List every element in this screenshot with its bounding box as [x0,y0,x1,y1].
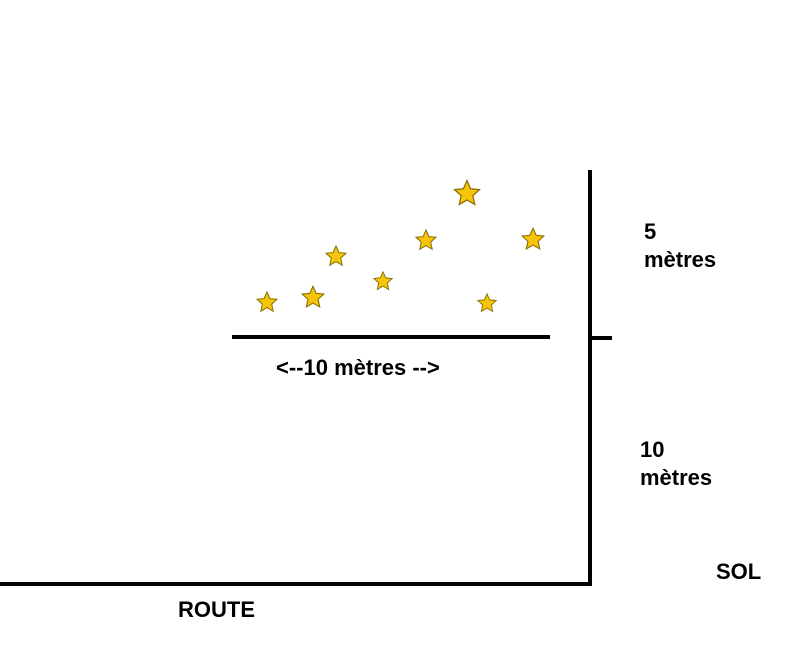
star-icon [520,226,546,257]
star-icon [476,292,498,319]
bottom-dimension-label: 10 mètres [640,436,712,491]
platform-line [232,335,550,339]
vertical-measure-line [588,170,592,586]
star-icon [324,244,348,273]
ground-label: SOL [716,558,761,586]
top-dimension-label: 5 mètres [644,218,716,273]
star-icon [255,290,279,319]
star-icon [414,228,438,257]
star-icon [372,270,394,297]
vertical-tick [588,336,612,340]
star-icon [452,178,482,213]
ground-line [0,582,592,586]
diagram-canvas: <--10 mètres --> 5 mètres 10 mètres SOL … [0,0,800,649]
star-icon [300,284,326,315]
route-label: ROUTE [178,596,255,624]
width-label: <--10 mètres --> [276,354,440,382]
